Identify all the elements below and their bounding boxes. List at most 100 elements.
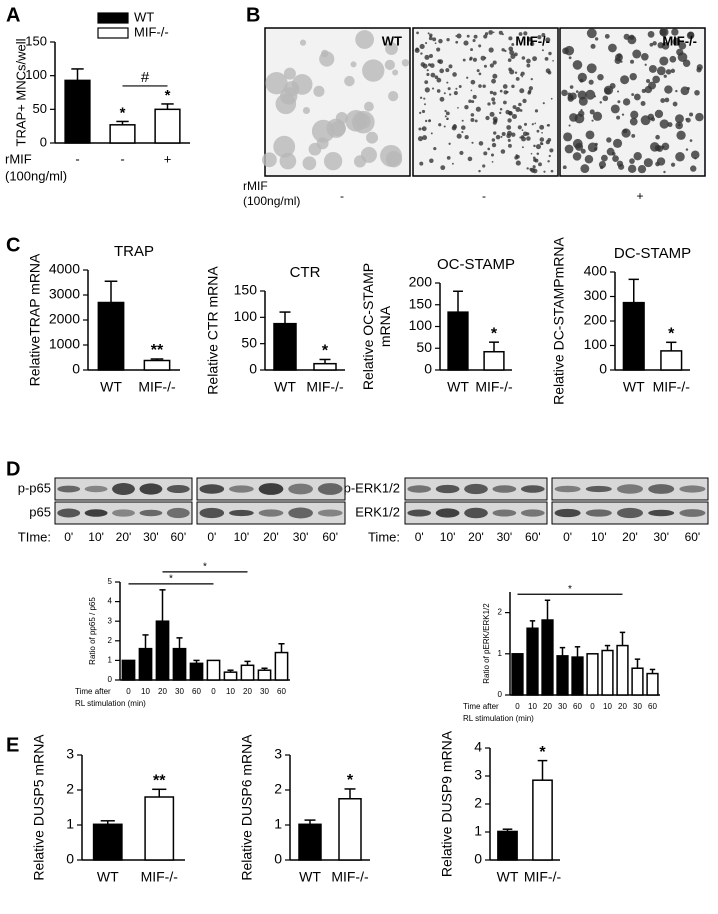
cell (586, 63, 597, 74)
x-tick-label: 60 (277, 687, 286, 696)
cell (562, 47, 569, 55)
cell (350, 61, 357, 68)
y-tick-label: 150 (234, 282, 258, 298)
blot-band (679, 485, 706, 493)
cell (478, 72, 482, 76)
cell (672, 37, 681, 46)
time-tick: 0' (563, 530, 572, 544)
bar (313, 362, 337, 371)
cell (438, 123, 442, 127)
cell (568, 124, 571, 127)
cell (316, 137, 329, 150)
cell (648, 64, 657, 73)
cell (599, 101, 602, 104)
cell (620, 75, 630, 85)
cell (421, 109, 426, 114)
bar (273, 322, 297, 371)
blot-band (492, 485, 517, 493)
cell (539, 137, 545, 142)
y-tick-label: 2 (274, 781, 282, 797)
cell (419, 111, 422, 115)
cell (518, 102, 522, 107)
significance: * (120, 104, 126, 121)
cell (444, 115, 447, 118)
cell (466, 34, 470, 38)
cell (491, 78, 496, 84)
cell (601, 154, 608, 162)
cell (323, 151, 343, 171)
cell (445, 111, 450, 116)
bar (660, 350, 683, 371)
cell (630, 59, 635, 64)
cell (648, 81, 657, 90)
blot-band (464, 507, 488, 519)
x-tick-label: WT (274, 379, 296, 395)
cell (423, 97, 426, 100)
cell (523, 122, 528, 126)
cell (671, 28, 679, 36)
y-tick-label: 50 (33, 101, 47, 116)
cell (520, 73, 523, 77)
y-tick-label: 200 (584, 312, 608, 328)
x-tick-label: 0 (211, 687, 216, 696)
cell (501, 48, 505, 52)
cell (530, 152, 533, 155)
cell (656, 66, 666, 76)
cell (550, 169, 554, 173)
cell (644, 63, 647, 66)
cell (508, 111, 513, 116)
cell (522, 98, 527, 104)
cell (655, 134, 660, 140)
blot-band (520, 485, 545, 493)
cell (612, 155, 619, 162)
cell (262, 152, 277, 168)
cell (675, 151, 685, 162)
cell (491, 142, 497, 148)
cell (537, 35, 542, 40)
bracket-label: * (203, 562, 207, 573)
cell (428, 119, 432, 123)
cell (444, 109, 447, 113)
bar (571, 656, 584, 696)
cell (478, 169, 481, 173)
cell (470, 117, 475, 122)
cell (690, 150, 700, 160)
bar (143, 359, 171, 371)
cell (678, 41, 687, 50)
cell (443, 92, 446, 95)
cell (503, 90, 508, 95)
y-tick-label: 1 (66, 816, 74, 832)
cell (492, 101, 496, 105)
cell (572, 60, 583, 70)
cell (572, 138, 583, 149)
cell (313, 85, 325, 97)
y-tick-label: 3 (474, 767, 482, 783)
cell (476, 69, 480, 73)
x-tick-label: MIF-/- (475, 379, 513, 395)
y-tick-label: 100 (234, 308, 258, 324)
cell (548, 51, 552, 56)
cell (482, 164, 486, 168)
cell (502, 84, 508, 89)
cell (424, 87, 430, 93)
cell (637, 165, 647, 174)
cell (437, 59, 441, 64)
x-tick-label: 20 (543, 702, 552, 711)
bar (622, 301, 645, 371)
blot-band (199, 507, 225, 519)
cell (695, 112, 704, 122)
cell (506, 125, 512, 130)
cell (633, 152, 642, 161)
panel-letter: B (246, 4, 260, 26)
cell (428, 36, 433, 41)
blot-band (679, 509, 706, 517)
blot-band (288, 483, 313, 495)
cell (631, 133, 636, 138)
legend-swatch (97, 27, 129, 39)
cell (495, 134, 501, 140)
y-tick-label: 50 (416, 339, 432, 355)
cell (491, 160, 494, 163)
cell (617, 53, 622, 59)
y-axis-label: mRNA (377, 305, 393, 347)
cell (641, 88, 646, 94)
